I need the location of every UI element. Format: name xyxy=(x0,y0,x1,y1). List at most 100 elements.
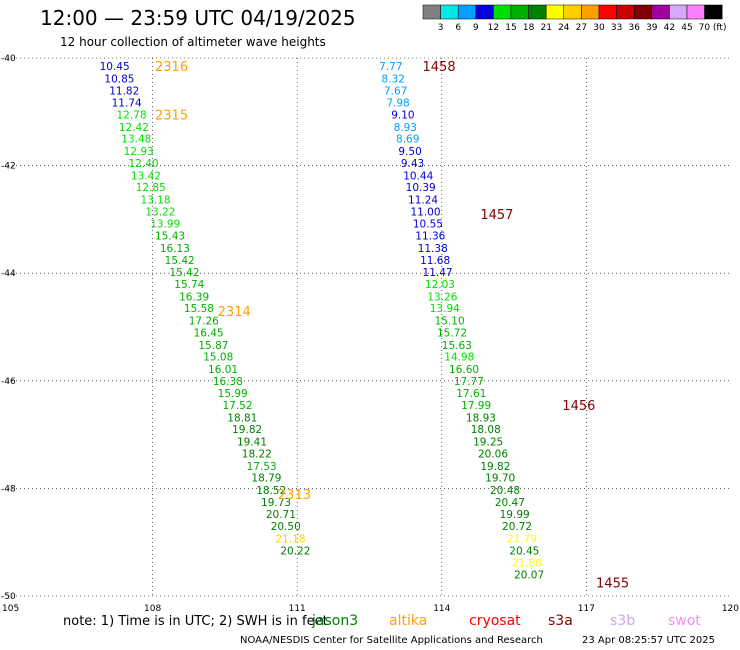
grid xyxy=(8,57,731,597)
data-point-label: 19.99 xyxy=(500,509,530,521)
time-label: 2315 xyxy=(155,108,188,123)
x-tick-label: 117 xyxy=(578,604,595,614)
data-point-label: 19.73 xyxy=(261,497,291,509)
data-point-label: 9.43 xyxy=(401,158,424,170)
colorbar-label: 70 (ft) xyxy=(699,23,727,33)
axes: 105 108 111 114 117 120 -50 -48 -46 -44 -42 -40 xyxy=(1,54,739,614)
data-point-label: 13.18 xyxy=(141,194,171,206)
data-point-label: 20.50 xyxy=(271,521,301,533)
data-point-label: 11.24 xyxy=(408,194,438,206)
data-point-label: 16.45 xyxy=(194,327,224,339)
colorbar-swatch xyxy=(669,4,688,20)
data-point-label: 20.47 xyxy=(495,497,525,509)
data-point-label: 18.93 xyxy=(466,412,496,424)
time-label: 1455 xyxy=(596,577,629,592)
colorbar-label: 39 xyxy=(646,23,658,33)
data-point-label: 13.99 xyxy=(150,219,180,231)
legend-item: s3a xyxy=(548,613,573,629)
data-point-label: 20.48 xyxy=(490,485,520,497)
data-point-label: 11.74 xyxy=(112,98,142,110)
colorbar-swatch xyxy=(457,4,477,20)
data-point-label: 15.72 xyxy=(437,327,467,339)
x-tick-label: 114 xyxy=(433,604,450,614)
data-point-label: 21.88 xyxy=(512,558,542,570)
data-point-label: 16.01 xyxy=(208,364,238,376)
data-point-label: 18.52 xyxy=(256,485,286,497)
data-point-label: 7.77 xyxy=(379,61,402,73)
data-point-label: 15.42 xyxy=(169,267,199,279)
data-point-label: 16.39 xyxy=(179,291,209,303)
data-point-label: 20.71 xyxy=(266,509,296,521)
colorbar-label: 15 xyxy=(505,23,516,33)
data-point-label: 11.47 xyxy=(423,267,453,279)
time-label: 2316 xyxy=(155,60,188,75)
colorbar-label: 30 xyxy=(593,23,605,33)
colorbar-label: 9 xyxy=(473,23,479,33)
chart-title: 12:00 — 23:59 UTC 04/19/2025 xyxy=(40,6,356,30)
colorbar-swatch xyxy=(704,4,723,20)
data-point-label: 10.45 xyxy=(100,61,130,73)
data-point-label: 11.00 xyxy=(410,206,440,218)
colorbar-swatch xyxy=(598,4,617,20)
data-point-label: 15.87 xyxy=(198,340,228,352)
data-point-label: 12.42 xyxy=(119,122,149,134)
data-point-label: 20.06 xyxy=(478,448,508,460)
x-tick-label: 111 xyxy=(289,604,306,614)
data-point-label: 11.68 xyxy=(420,255,450,267)
y-tick-label: -40 xyxy=(1,54,16,64)
colorbar-swatch xyxy=(563,4,582,20)
data-point-label: 15.43 xyxy=(155,231,185,243)
colorbar-swatch xyxy=(633,4,653,20)
colorbar: 3 6 9 12 15 18 21 24 27 30 33 36 39 42 45 70 (ft) xyxy=(422,4,727,33)
data-point-label: 12.85 xyxy=(136,182,166,194)
data-point-label: 15.74 xyxy=(174,279,204,291)
data-point-label: 9.10 xyxy=(391,109,414,121)
colorbar-label: 6 xyxy=(455,23,461,33)
data-point-label: 17.61 xyxy=(456,388,486,400)
chart-subtitle: 12 hour collection of altimeter wave hei… xyxy=(60,35,326,49)
data-point-label: 19.70 xyxy=(485,473,515,485)
data-point-label: 15.42 xyxy=(165,255,195,267)
data-point-label: 18.22 xyxy=(242,448,272,460)
data-point-label: 13.48 xyxy=(121,134,151,146)
data-point-label: 17.77 xyxy=(454,376,484,388)
data-point-label: 16.38 xyxy=(213,376,243,388)
data-point-label: 8.32 xyxy=(382,73,405,85)
colorbar-label: 36 xyxy=(628,23,640,33)
data-point-label: 10.44 xyxy=(403,170,433,182)
colorbar-swatch xyxy=(422,4,441,20)
data-point-label: 13.22 xyxy=(145,206,175,218)
data-point-label: 12.40 xyxy=(129,158,159,170)
data-point-label: 21.18 xyxy=(276,533,306,545)
x-tick-label: 105 xyxy=(2,604,19,614)
data-point-label: 10.85 xyxy=(104,73,134,85)
data-point-label: 21.79 xyxy=(507,533,537,545)
data-point-label: 8.93 xyxy=(394,122,417,134)
colorbar-swatch xyxy=(616,4,635,20)
legend-item: swot xyxy=(668,613,701,629)
data-point-label: 13.26 xyxy=(427,291,457,303)
data-point-label: 20.22 xyxy=(280,545,310,557)
data-point-label: 15.63 xyxy=(442,340,472,352)
data-point-label: 19.82 xyxy=(232,424,262,436)
colorbar-swatch xyxy=(651,4,670,20)
y-tick-label: -46 xyxy=(1,377,16,387)
data-point-label: 7.98 xyxy=(386,98,409,110)
data-point-label: 18.08 xyxy=(471,424,501,436)
data-point-label: 12.03 xyxy=(425,279,455,291)
time-label: 1458 xyxy=(423,60,456,75)
colorbar-swatch xyxy=(581,4,600,20)
data-point-label: 11.82 xyxy=(109,85,139,97)
data-point-label: 17.53 xyxy=(247,461,277,473)
data-marks: 10.4510.8511.8211.7412.7812.4213.4812.93… xyxy=(100,60,630,591)
y-tick-label: -50 xyxy=(1,592,16,602)
colorbar-swatch xyxy=(545,4,565,20)
data-point-label: 20.72 xyxy=(502,521,532,533)
colorbar-swatch xyxy=(686,4,705,20)
legend-item: altika xyxy=(389,613,427,629)
data-point-label: 15.10 xyxy=(435,316,465,328)
time-label: 1456 xyxy=(562,399,595,414)
colorbar-label: 42 xyxy=(664,23,675,33)
data-point-label: 19.41 xyxy=(237,437,267,449)
y-tick-label: -42 xyxy=(1,162,16,172)
